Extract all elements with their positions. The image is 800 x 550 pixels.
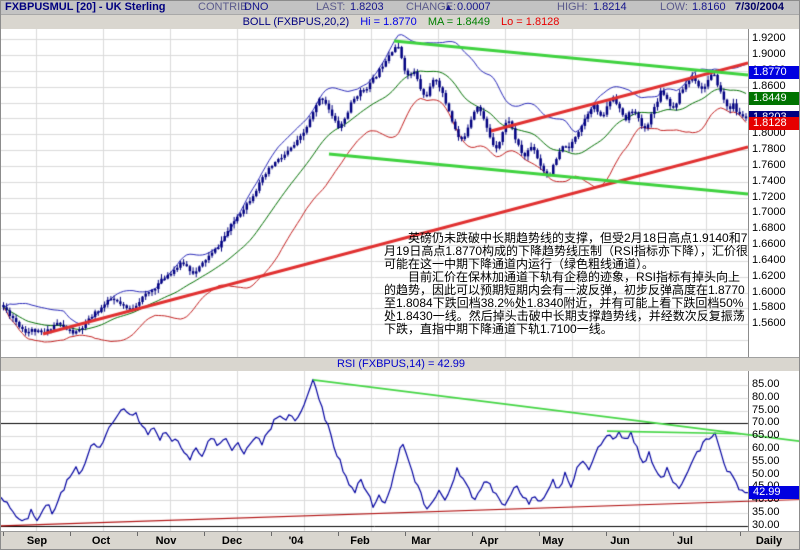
time-axis-tick	[3, 532, 4, 536]
rsi-axis-tick: 60.00	[752, 442, 780, 455]
contrib-label: CONTRIB:	[198, 1, 251, 13]
month-label-Dec: Dec	[221, 535, 243, 547]
analysis-annotation: 英磅仍未跌破中长期趋势线的支撑，但受2月18日高点1.9140和7月19日高点1…	[384, 232, 751, 336]
rsi-axis-tick: 35.00	[752, 506, 780, 519]
price-marker: 1.8128	[749, 117, 799, 131]
time-axis-tick	[740, 532, 741, 536]
time-axis-tick	[137, 532, 138, 536]
price-axis-tick: 1.6800	[752, 222, 786, 235]
change-label: CHANGE:	[406, 1, 457, 13]
rsi-chart-canvas[interactable]	[1, 371, 799, 531]
rsi-axis-tick: 65.00	[752, 429, 780, 442]
price-axis-tick: 1.5800	[752, 301, 786, 314]
price-marker: 1.8449	[749, 91, 799, 105]
month-label-Nov: Nov	[155, 535, 177, 547]
price-axis-tick: 1.6600	[752, 238, 786, 251]
last-value: 1.8203	[350, 1, 384, 13]
time-axis-tick	[606, 532, 607, 536]
time-axis-tick	[472, 532, 473, 536]
month-label-04: '04	[288, 535, 304, 547]
rsi-axis-tick: 70.00	[752, 416, 780, 429]
period-label: Daily	[755, 535, 783, 547]
quote-date: 7/30/2004	[735, 1, 784, 13]
month-label-Sep: Sep	[26, 535, 48, 547]
price-axis-tick: 1.6000	[752, 285, 786, 298]
analysis-paragraph-1: 英磅仍未跌破中长期趋势线的支撑，但受2月18日高点1.9140和7月19日高点1…	[384, 231, 749, 271]
contrib-value: DNO	[244, 1, 269, 13]
price-axis-tick: 1.7800	[752, 143, 786, 156]
bollinger-legend-name: BOLL (FXBPUS,20,2)	[242, 16, 350, 28]
last-label: LAST:	[316, 1, 346, 13]
main-price-chart-canvas[interactable]	[1, 29, 748, 357]
rsi-axis-tick: 75.00	[752, 403, 780, 416]
time-axis-tick	[405, 532, 406, 536]
title-bar: FXBPUSMUL [20] - UK Sterling CONTRIB: DN…	[1, 1, 799, 15]
price-axis-tick: 1.6400	[752, 253, 786, 266]
price-axis-tick: 1.7200	[752, 190, 786, 203]
month-label-Oct: Oct	[91, 535, 111, 547]
time-axis-tick	[70, 532, 71, 536]
bollinger-legend-bar: BOLL (FXBPUS,20,2) Hi = 1.8770 MA = 1.84…	[1, 15, 799, 29]
month-label-Mar: Mar	[411, 535, 431, 547]
bollinger-lo-value: Lo = 1.8128	[501, 16, 560, 28]
time-axis-tick	[338, 532, 339, 536]
rsi-legend-text: RSI (FXBPUS,14) = 42.99	[336, 358, 466, 370]
bollinger-ma-value: MA = 1.8449	[427, 16, 490, 28]
rsi-axis-tick: 85.00	[752, 378, 780, 390]
time-axis-tick	[204, 532, 205, 536]
price-axis-tick: 1.5600	[752, 317, 786, 330]
bollinger-hi-value: Hi = 1.8770	[360, 16, 417, 28]
rsi-axis-tick: 30.00	[752, 518, 780, 531]
price-marker: 1.8770	[749, 66, 799, 80]
change-value: 0.0007	[457, 1, 491, 13]
price-axis-tick: 1.8600	[752, 79, 786, 92]
time-axis: Sep Oct Nov Dec '04 Feb Mar Apr May Jun Jul Daily	[1, 531, 799, 549]
rsi-axis-tick: 80.00	[752, 390, 780, 403]
price-axis-tick: 1.9200	[752, 32, 786, 45]
rsi-legend-bar: RSI (FXBPUS,14) = 42.99	[1, 357, 799, 371]
month-label-Apr: Apr	[479, 535, 499, 547]
month-label-Feb: Feb	[350, 535, 370, 547]
price-axis-tick: 1.9000	[752, 48, 786, 61]
price-axis-tick: 1.6200	[752, 269, 786, 282]
high-value: 1.8214	[593, 1, 627, 13]
time-axis-tick	[271, 532, 272, 536]
price-axis-divider	[748, 29, 749, 531]
time-axis-tick	[539, 532, 540, 536]
high-label: HIGH:	[557, 1, 588, 13]
low-value: 1.8160	[692, 1, 726, 13]
price-axis-tick: 1.8000	[752, 127, 786, 140]
instrument-title: FXBPUSMUL [20] - UK Sterling	[5, 1, 166, 13]
rsi-value-marker: 42.99	[749, 485, 799, 499]
low-label: LOW:	[660, 1, 688, 13]
change-up-arrow-icon: ▲	[444, 2, 453, 12]
price-axis-tick: 1.7400	[752, 174, 786, 187]
rsi-axis-tick: 55.00	[752, 454, 780, 467]
analysis-paragraph-2: 目前汇价在保林加通道下轨有企稳的迹象，RSI指标有掉头向上的趋势，因此可以预期短…	[384, 270, 745, 336]
time-axis-tick	[673, 532, 674, 536]
month-label-Jun: Jun	[610, 535, 630, 547]
price-axis-tick: 1.7000	[752, 206, 786, 219]
month-label-May: May	[542, 535, 564, 547]
price-axis-tick: 1.7600	[752, 158, 786, 171]
rsi-axis-tick: 50.00	[752, 467, 780, 480]
month-label-Jul: Jul	[677, 535, 693, 547]
